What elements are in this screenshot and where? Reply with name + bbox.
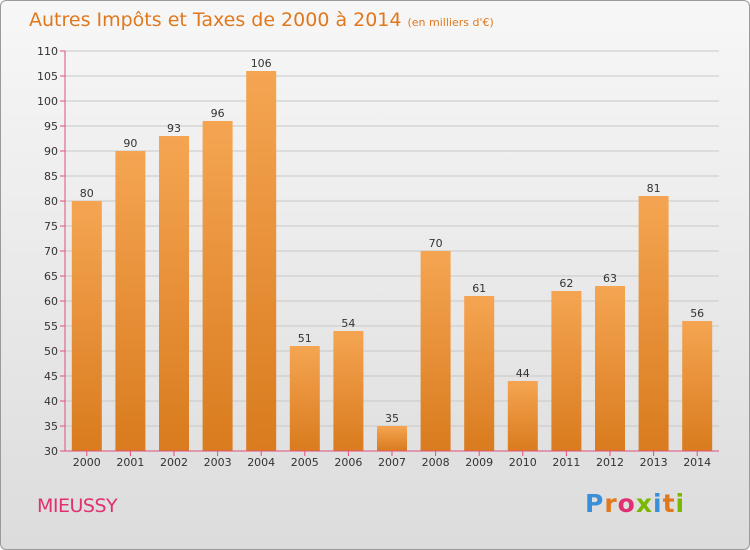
y-tick-label: 35 <box>44 420 58 433</box>
bar-value-label: 93 <box>167 122 181 135</box>
y-tick-label: 105 <box>37 70 58 83</box>
x-tick-label: 2013 <box>640 456 668 469</box>
logo-letter: i <box>675 489 686 518</box>
bar <box>464 296 495 451</box>
logo-letter: x <box>635 489 653 518</box>
bar <box>115 151 146 451</box>
x-tick-label: 2010 <box>509 456 537 469</box>
x-tick-label: 2007 <box>378 456 406 469</box>
logo-letter: t <box>662 489 676 518</box>
x-tick-label: 2004 <box>247 456 275 469</box>
y-tick-label: 45 <box>44 370 58 383</box>
bar-value-label: 63 <box>603 272 617 285</box>
bar <box>595 286 625 451</box>
bar <box>377 426 407 451</box>
bar-value-label: 80 <box>80 187 94 200</box>
bar <box>246 71 277 451</box>
x-tick-label: 2012 <box>596 456 624 469</box>
y-tick-label: 40 <box>44 395 58 408</box>
x-tick-label: 2003 <box>204 456 232 469</box>
logo-letter: i <box>653 489 663 518</box>
logo-letter: P <box>585 489 605 518</box>
bar <box>333 331 364 451</box>
logo-letter: r <box>604 489 618 518</box>
y-tick-label: 95 <box>44 120 58 133</box>
bar <box>638 196 669 451</box>
x-tick-label: 2002 <box>160 456 188 469</box>
bar-value-label: 56 <box>690 307 704 320</box>
chart-title: Autres Impôts et Taxes de 2000 à 2014 (en… <box>29 9 494 31</box>
x-tick-label: 2000 <box>73 456 101 469</box>
y-tick-label: 90 <box>44 145 58 158</box>
bar-value-label: 61 <box>472 282 486 295</box>
y-tick-label: 85 <box>44 170 58 183</box>
y-tick-label: 55 <box>44 320 58 333</box>
y-tick-label: 50 <box>44 345 58 358</box>
bar-value-label: 35 <box>385 412 399 425</box>
x-tick-label: 2005 <box>291 456 319 469</box>
bar <box>159 136 189 451</box>
bar <box>71 201 102 451</box>
x-tick-label: 2011 <box>552 456 580 469</box>
commune-name: MIEUSSY <box>37 495 118 517</box>
x-tick-label: 2006 <box>334 456 362 469</box>
logo-letter: o <box>617 489 636 518</box>
proxiti-logo[interactable]: Proxiti <box>585 489 685 518</box>
y-tick-label: 75 <box>44 220 58 233</box>
x-tick-label: 2008 <box>422 456 450 469</box>
bar-value-label: 62 <box>559 277 573 290</box>
x-tick-label: 2014 <box>683 456 711 469</box>
y-tick-label: 80 <box>44 195 58 208</box>
bar <box>289 346 320 451</box>
x-tick-label: 2009 <box>465 456 493 469</box>
bar-value-label: 106 <box>251 57 272 70</box>
bar-value-label: 96 <box>211 107 225 120</box>
y-tick-label: 60 <box>44 295 58 308</box>
bar-value-label: 44 <box>516 367 530 380</box>
y-tick-label: 30 <box>44 445 58 458</box>
bar-value-label: 70 <box>429 237 443 250</box>
x-tick-label: 2001 <box>116 456 144 469</box>
y-tick-label: 65 <box>44 270 58 283</box>
bar <box>682 321 713 451</box>
bar <box>202 121 233 451</box>
bar-value-label: 90 <box>123 137 137 150</box>
bar <box>420 251 451 451</box>
y-tick-label: 70 <box>44 245 58 258</box>
bar <box>507 381 538 451</box>
bar-value-label: 81 <box>647 182 661 195</box>
bar-value-label: 51 <box>298 332 312 345</box>
bar <box>551 291 582 451</box>
y-tick-label: 100 <box>37 95 58 108</box>
chart-subtitle: (en milliers d'€) <box>407 16 494 29</box>
chart-title-text: Autres Impôts et Taxes de 2000 à 2014 <box>29 9 402 31</box>
y-tick-label: 110 <box>37 45 58 58</box>
bar-value-label: 54 <box>341 317 355 330</box>
